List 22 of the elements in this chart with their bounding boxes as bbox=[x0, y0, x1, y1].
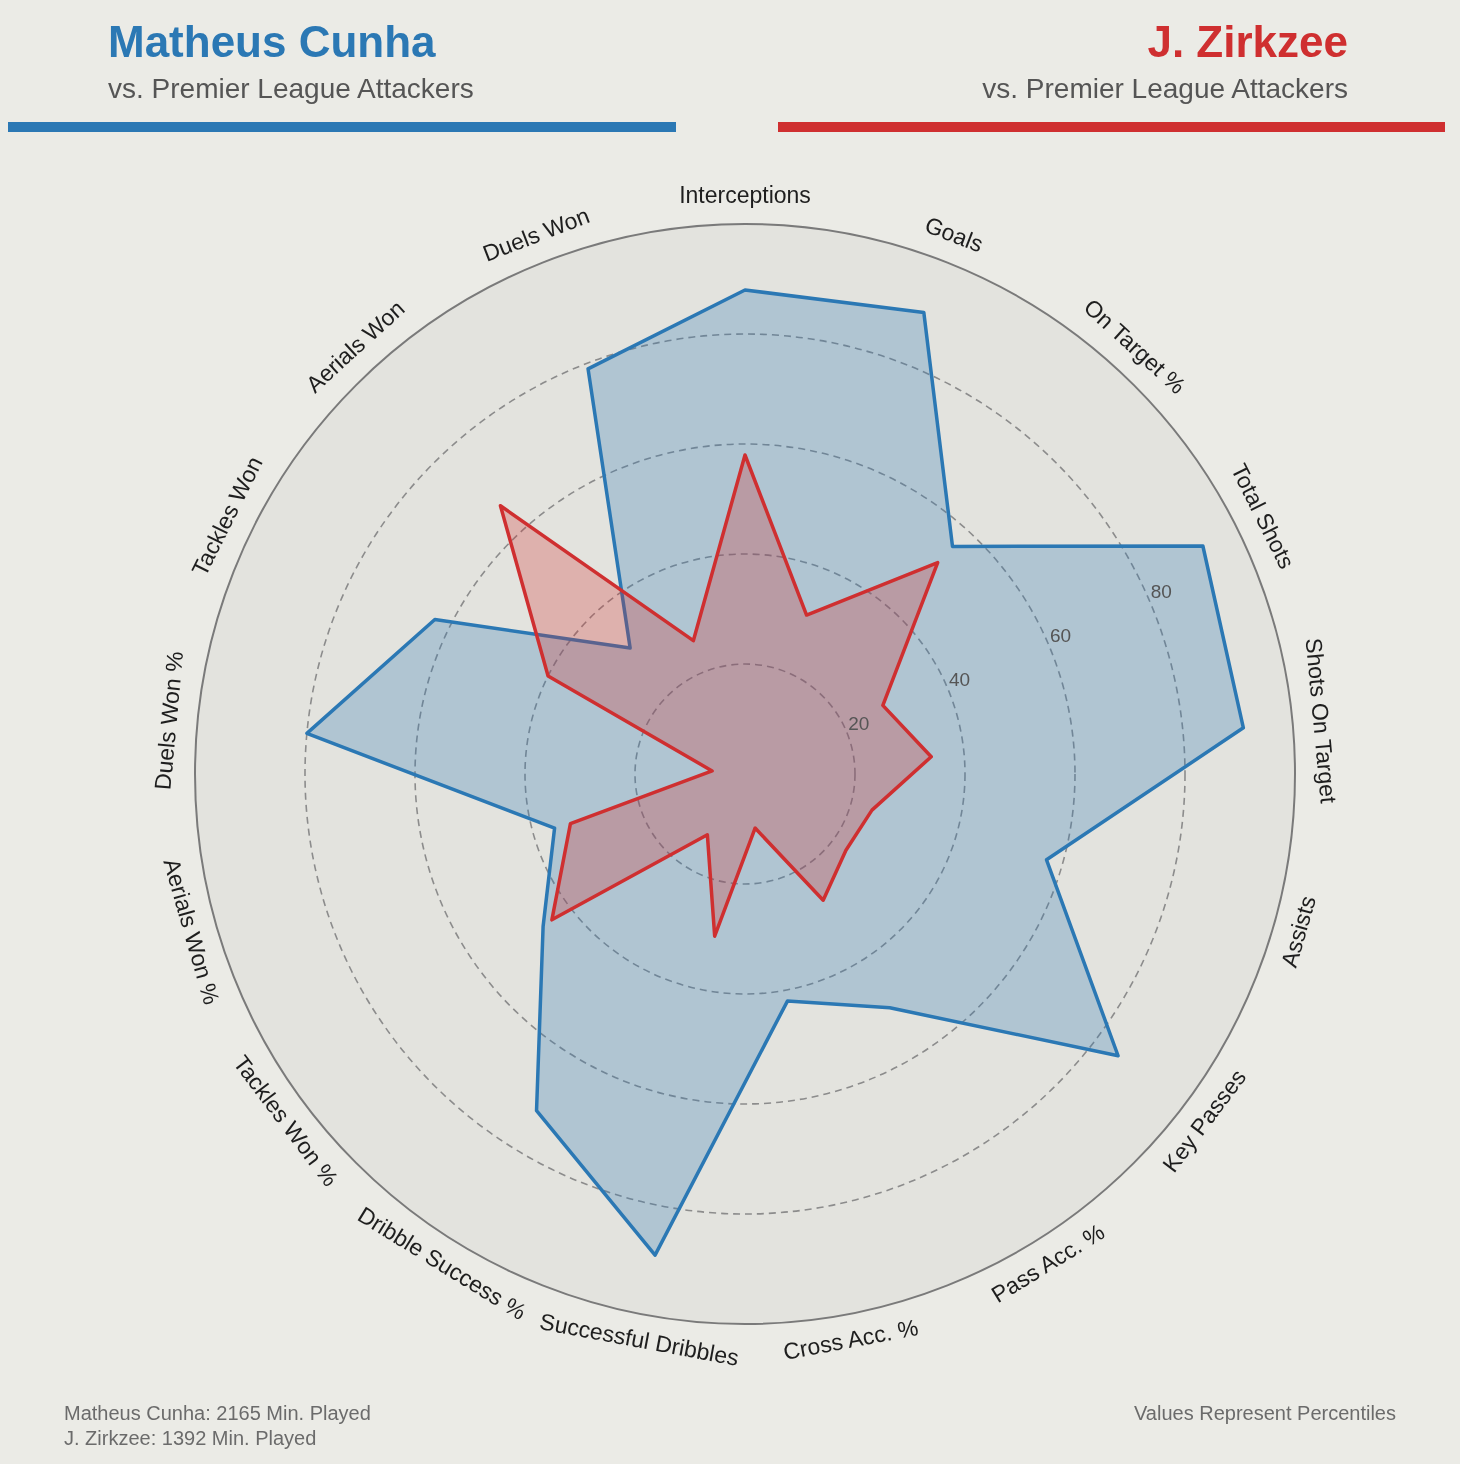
y-tick-label: 60 bbox=[1049, 625, 1072, 647]
spoke-label: Shots On Target bbox=[1300, 636, 1342, 805]
spoke-label: Successful Dribbles bbox=[537, 1308, 741, 1371]
text: J. Zirkzee: 1392 Min. Played bbox=[64, 1427, 317, 1449]
spoke-label: Assists bbox=[1275, 892, 1321, 971]
spoke-label: Duels Won bbox=[479, 202, 593, 267]
text: vs. Premier League Attackers bbox=[108, 73, 474, 104]
spoke-label: Pass Acc. % bbox=[986, 1218, 1110, 1308]
spoke-label: Total Shots bbox=[1226, 459, 1300, 573]
text: J. Zirkzee bbox=[1147, 17, 1348, 66]
spoke-label: Interceptions bbox=[679, 182, 811, 209]
text: Matheus Cunha: 2165 Min. Played bbox=[64, 1402, 371, 1424]
spoke-label: Goals bbox=[921, 211, 987, 258]
spoke-label: Duels Won % bbox=[149, 650, 189, 791]
y-tick-label: 20 bbox=[848, 712, 870, 734]
text: Matheus Cunha bbox=[108, 17, 436, 66]
spoke-label: Cross Acc. % bbox=[781, 1314, 921, 1365]
text: vs. Premier League Attackers bbox=[982, 73, 1348, 104]
y-tick-label: 40 bbox=[949, 668, 971, 690]
spoke-label: Aerials Won % bbox=[158, 855, 225, 1008]
y-tick-label: 80 bbox=[1150, 581, 1172, 603]
text: Values Represent Percentiles bbox=[1134, 1402, 1396, 1424]
